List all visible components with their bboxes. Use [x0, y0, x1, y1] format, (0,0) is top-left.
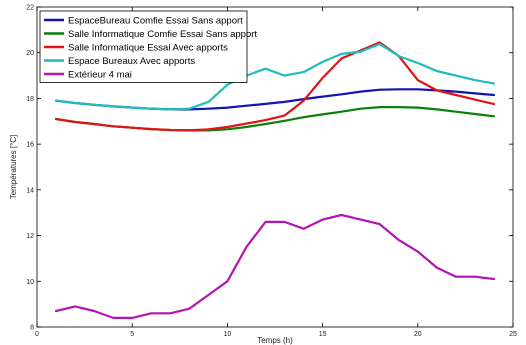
legend-box — [39, 10, 248, 83]
series-layer — [54, 41, 496, 319]
x-tick-label: 0 — [35, 331, 39, 338]
y-tick-label: 12 — [26, 233, 34, 240]
y-tick-label: 20 — [26, 50, 34, 57]
y-tick-label: 8 — [30, 325, 34, 332]
axes-frame — [36, 6, 514, 328]
x-tick-label: 20 — [414, 331, 422, 338]
series-line-3 — [54, 41, 496, 132]
y-axis-label: Températures [°C] — [9, 135, 18, 200]
series-line-5 — [54, 213, 496, 319]
x-tick-label: 5 — [130, 331, 134, 338]
legend-entry: Salle Informatique Comfie Essai Sans app… — [68, 29, 257, 40]
axes-layer: 0 5 10 15 20 25 8 10 12 14 16 18 20 22 — [26, 5, 517, 339]
legend-entry: Salle Informatique Essai Avec apports — [68, 42, 228, 53]
x-tick-label: 25 — [509, 331, 517, 338]
y-tick-label: 18 — [26, 96, 34, 103]
legend-entry: EspaceBureau Comfie Essai Sans apport — [68, 15, 243, 26]
x-tick-label: 10 — [224, 331, 232, 338]
series-line-4 — [54, 42, 496, 111]
x-tick-label: 15 — [319, 331, 327, 338]
legend-entry: Espace Bureaux Avec apports — [68, 56, 195, 67]
y-tick-label: 22 — [26, 5, 34, 12]
y-tick-label: 14 — [26, 187, 34, 194]
legend-entry: Extérieur 4 mai — [68, 69, 132, 80]
y-tick-label: 10 — [26, 279, 34, 286]
x-axis-label: Temps (h) — [257, 336, 293, 345]
y-tick-label: 16 — [26, 142, 34, 149]
legend: EspaceBureau Comfie Essai Sans apport Sal… — [39, 10, 257, 83]
